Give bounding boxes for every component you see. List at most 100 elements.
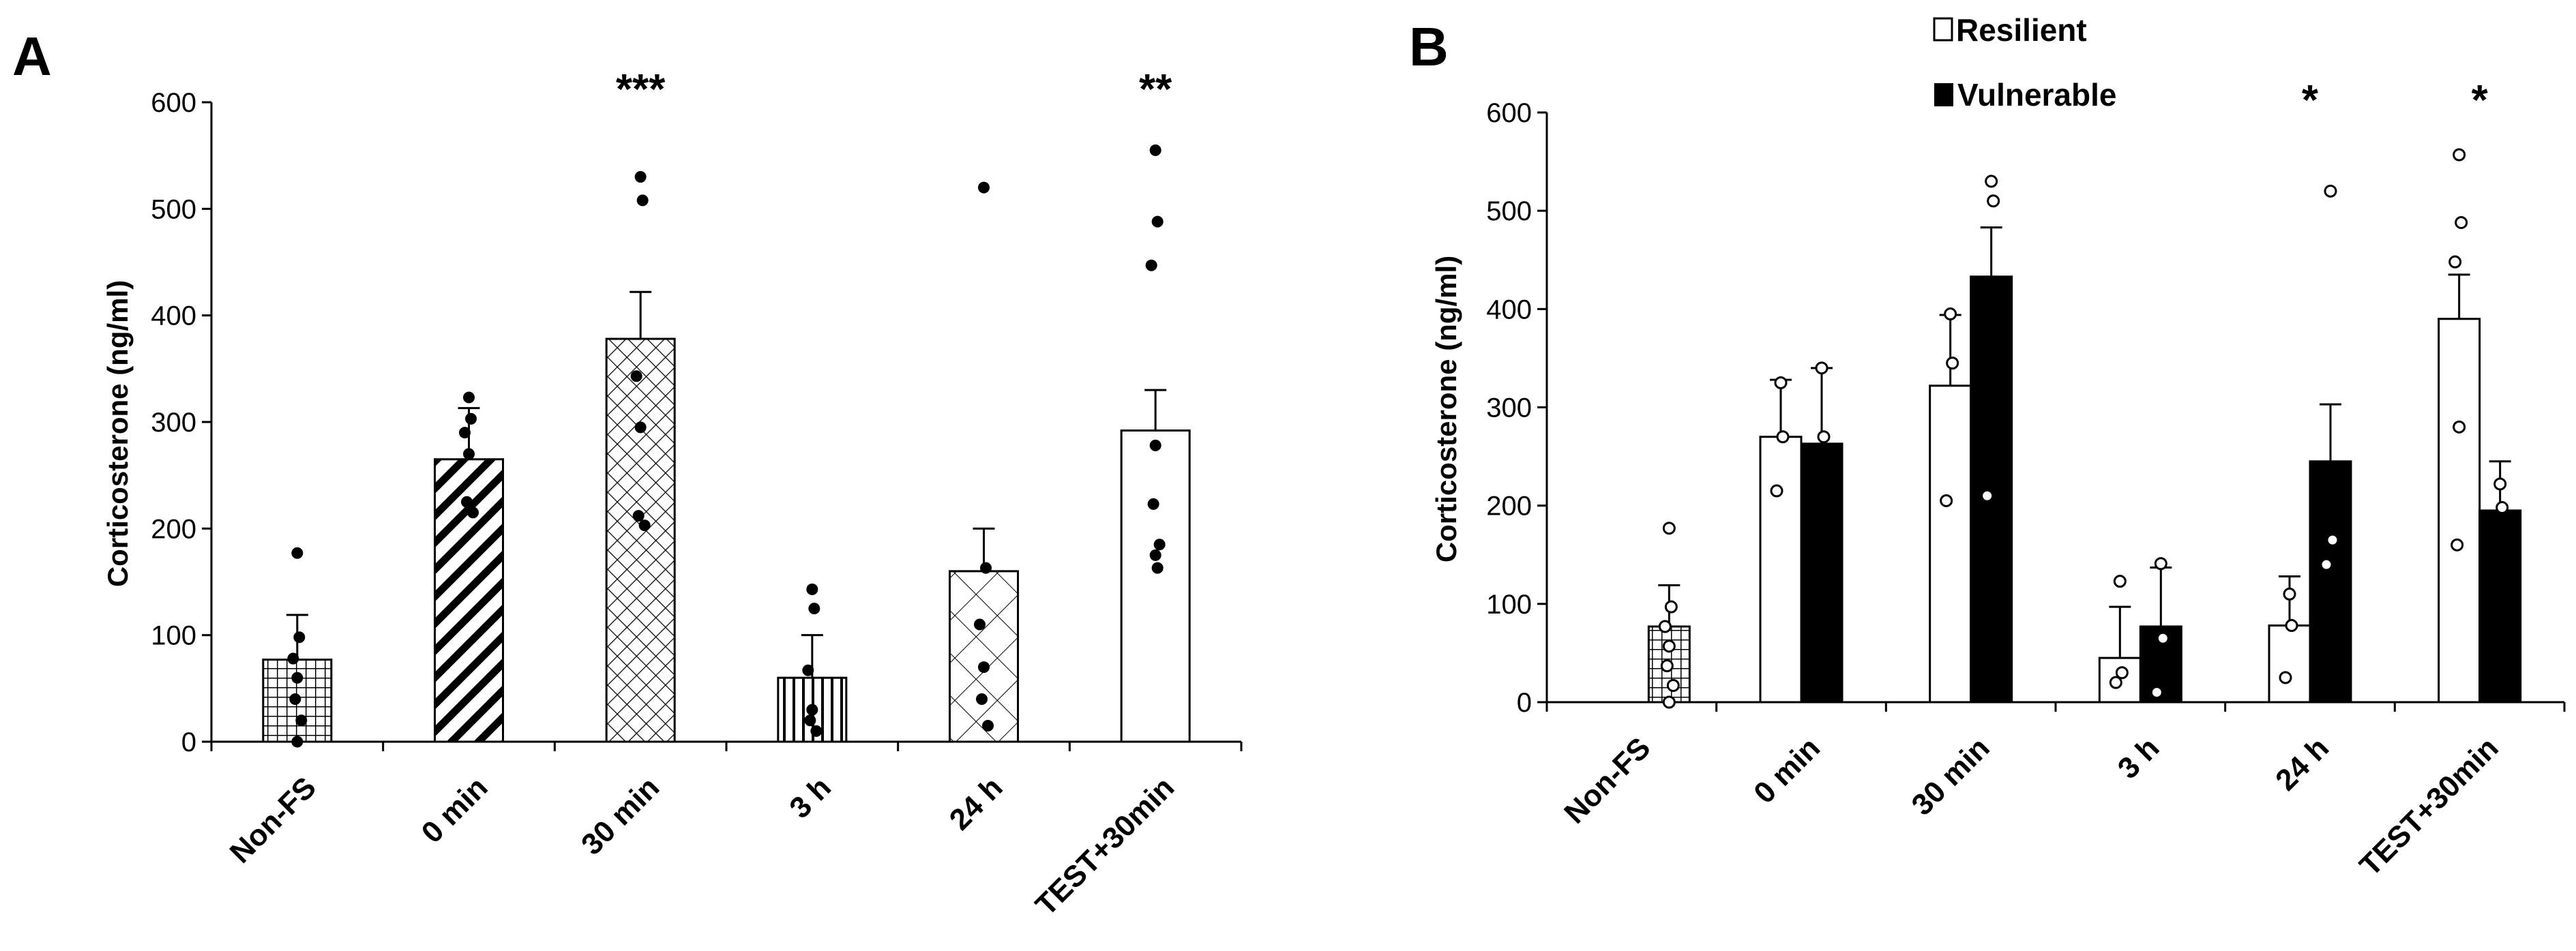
chart-b: Corticosterone (ng/ml) Resilient Vulnera… [1430, 12, 2566, 883]
chart-a-x-tick-label: Non-FS [224, 770, 323, 869]
chart-b-data-point [1662, 522, 1676, 535]
chart-a-x-tick-label: 24 h [943, 770, 1009, 836]
chart-b-resilient-data-point [1776, 430, 1790, 444]
chart-b-x-tick-label: TEST+30min [2353, 731, 2504, 882]
chart-a-bar [605, 337, 676, 743]
chart-a-x-tick-label: 3 h [783, 770, 838, 825]
chart-a-data-point [463, 448, 475, 460]
chart-b-vulnerable-data-point [1815, 361, 1829, 375]
chart-b-resilient-data-point [2115, 666, 2129, 680]
chart-b-data-point [1660, 659, 1674, 673]
chart-a-data-point [1153, 539, 1166, 551]
chart-a-data-point [802, 664, 814, 676]
chart-a-y-axis-label: Corticosterone (ng/ml) [102, 280, 134, 587]
chart-b-x-tick-label: 0 min [1747, 731, 1826, 810]
chart-a-y-tick-label: 200 [151, 514, 196, 544]
chart-a-data-point [459, 427, 471, 439]
chart-b-y-tick-label: 0 [1517, 688, 1532, 718]
chart-a-x-tick-label: TEST+30min [1029, 770, 1181, 922]
chart-a-data-point [465, 412, 477, 425]
chart-b-resilient-data-point [2455, 215, 2468, 229]
chart-b-bar-vulnerable [1970, 275, 2013, 704]
chart-a-data-point [1151, 215, 1164, 228]
chart-b-resilient-data-point [2453, 148, 2466, 162]
chart-a-data-point [636, 194, 649, 207]
chart-a-data-point [974, 618, 986, 631]
chart-a-y-tick-label: 300 [151, 408, 196, 438]
chart-a-data-point [293, 631, 306, 644]
chart-a-data-point [289, 693, 301, 705]
chart-b-vulnerable-data-point [2496, 501, 2509, 515]
chart-a-data-point [467, 507, 479, 519]
chart-a-data-point [291, 736, 304, 748]
legend-label-vulnerable: Vulnerable [1957, 77, 2116, 112]
panel-b-label: B [1409, 16, 1449, 77]
chart-b-vulnerable-data-point [1817, 430, 1831, 444]
chart-b-y-tick-label: 200 [1486, 492, 1532, 522]
chart-b-bar-resilient [2268, 624, 2311, 704]
chart-a-data-point [295, 714, 308, 727]
chart-a-bar [1120, 429, 1191, 743]
chart-b-bar-resilient [2438, 318, 2481, 704]
chart-a-data-point [806, 583, 818, 595]
chart-b-data-point [1666, 678, 1680, 692]
chart-a-data-point [1147, 498, 1159, 510]
legend-swatch-resilient [1933, 17, 1953, 42]
legend: Resilient Vulnerable [1933, 12, 2116, 112]
chart-b-x-tick-label: 3 h [2112, 731, 2166, 785]
chart-a-y-tick-label: 400 [151, 301, 196, 331]
chart-b-x-tick-label: 30 min [1906, 731, 1996, 821]
chart-a-data-point [461, 496, 473, 508]
chart-b-y-tick-label: 100 [1486, 590, 1532, 620]
chart-a-y-tick-label: 600 [151, 88, 196, 118]
chart-b-resilient-data-point [2451, 538, 2464, 552]
chart-a-data-point [806, 704, 818, 716]
chart-b-resilient-data-point [1770, 484, 1783, 498]
chart-b-resilient-data-point [1946, 357, 1959, 370]
chart-a-data-point [634, 170, 647, 183]
chart-a-data-point [287, 652, 299, 665]
chart-a-bar [949, 570, 1019, 743]
chart-a-data-point [630, 370, 642, 382]
chart-b-data-point [1658, 620, 1672, 633]
chart-a-data-point [638, 519, 651, 532]
chart-b-y-tick-label: 600 [1486, 98, 1532, 128]
chart-a-data-point [976, 693, 988, 705]
chart-b-resilient-data-point [1774, 376, 1788, 389]
chart-b-resilient-data-point [2453, 420, 2466, 434]
chart-a-data-point [978, 181, 990, 194]
chart-a-data-point [1149, 549, 1161, 561]
chart-b-bar-resilient [1759, 436, 1803, 704]
chart-b-vulnerable-data-point [2150, 686, 2163, 699]
chart-a-data-point [978, 661, 990, 674]
chart-a-data-point [1149, 144, 1161, 156]
chart-b-data-point [1662, 695, 1676, 709]
chart-a: Corticosterone (ng/ml) 0 100 200 300 400 500 6… [102, 66, 1243, 922]
legend-swatch-vulnerable [1934, 83, 1953, 106]
chart-a-x-tick-label: 30 min [575, 770, 666, 861]
chart-a-data-point [982, 720, 994, 732]
chart-b-x-tick-label: 24 h [2269, 731, 2335, 797]
chart-b-vulnerable-data-point [2320, 558, 2333, 571]
chart-b-vulnerable-data-point [1987, 194, 2000, 208]
chart-a-data-point [1149, 439, 1161, 451]
chart-b-resilient-data-point [2283, 587, 2296, 601]
chart-b-resilient-data-point [1944, 307, 1957, 321]
legend-label-resilient: Resilient [1956, 12, 2087, 48]
chart-a-x-tick-label: 0 min [415, 770, 494, 849]
chart-a-data-point [808, 603, 820, 615]
chart-a-data-point [634, 421, 647, 434]
chart-a-data-point [632, 510, 645, 522]
chart-b-bar-vulnerable [2309, 460, 2352, 704]
chart-b-vulnerable-data-point [2154, 557, 2167, 571]
chart-a-data-point [291, 671, 304, 684]
chart-b-data-point [1662, 639, 1676, 653]
chart-a-significance-marker: ** [1139, 66, 1172, 113]
chart-a-y-tick-label: 100 [151, 621, 196, 651]
chart-a-data-point [1151, 562, 1164, 574]
chart-b-vulnerable-data-point [1981, 489, 1994, 502]
chart-b-vulnerable-data-point [1985, 175, 1998, 188]
chart-a-data-point [980, 562, 992, 574]
chart-b-x-tick-label: Non-FS [1558, 731, 1657, 830]
